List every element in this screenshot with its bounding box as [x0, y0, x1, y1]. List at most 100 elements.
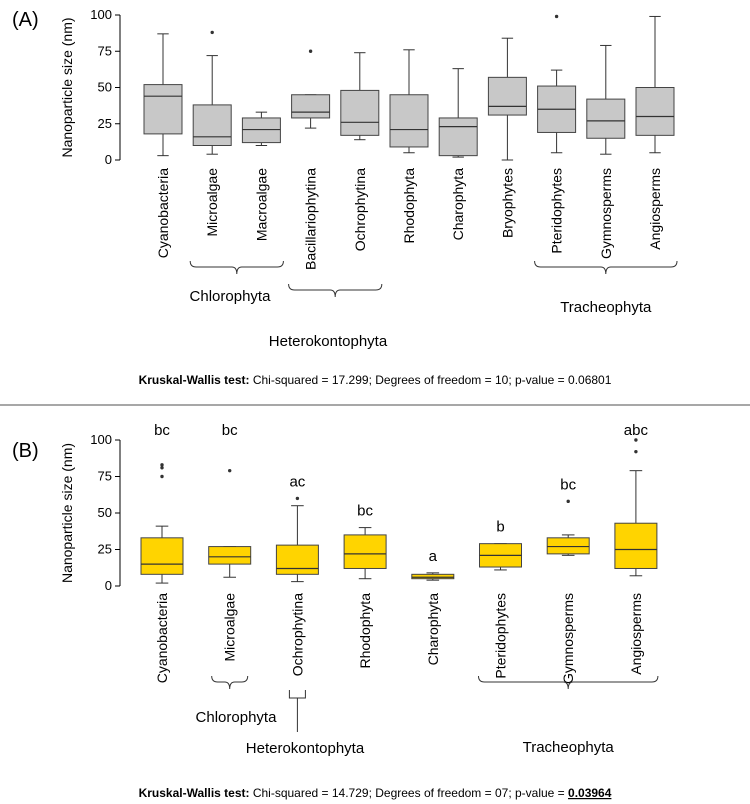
panel-a: (A) 0 25 50 75 100 Nanoparticle size (nm) Cyano… [12, 7, 678, 387]
box-ochrophytina [275, 496, 319, 583]
significance-letter: abc [624, 422, 649, 439]
box-macroalgae [241, 111, 281, 146]
group-heterokontophyta: Heterokontophyta [269, 283, 388, 350]
box-angiosperms [635, 15, 675, 154]
group-chlorophyta: Chlorophyta [196, 675, 278, 726]
category-label: Angiosperms [647, 168, 663, 250]
panel-label: (B) [12, 440, 39, 462]
group-label: Chlorophyta [190, 288, 272, 305]
category-label: Ochrophytina [289, 593, 305, 676]
box-iqr [438, 117, 478, 157]
category-label: Cyanobacteria [155, 168, 171, 258]
box-iqr [143, 84, 183, 135]
category-label: Pteridophytes [493, 593, 509, 679]
category-label: Gymnosperms [560, 593, 576, 684]
significance-letter: b [496, 519, 504, 536]
box-pteridophytes [537, 14, 577, 154]
significance-letter: bc [154, 422, 170, 439]
box-gymnosperms [546, 499, 590, 556]
kruskal-wallis-note: Kruskal-Wallis test: Chi-squared = 17.29… [139, 373, 612, 387]
y-tick-label: 25 [98, 542, 112, 557]
box-iqr [614, 522, 658, 569]
box-iqr [291, 94, 331, 119]
panel-b: (B) 0 25 50 75 100 Nanoparticle size (nm) Cyano… [12, 422, 659, 800]
category-label: Ochrophytina [352, 168, 368, 251]
box-cyanobacteria [140, 463, 184, 584]
significance-letter: a [429, 548, 438, 565]
box-iqr [389, 94, 429, 148]
group-label: Heterokontophyta [269, 333, 388, 350]
group-bracket [189, 260, 284, 275]
outlier-point [308, 49, 313, 53]
group-label: Chlorophyta [196, 709, 278, 726]
outlier-point [210, 30, 214, 35]
group-label: Heterokontophyta [246, 740, 365, 757]
group-bracket [211, 675, 249, 690]
box-iqr [208, 546, 252, 565]
category-label: Charophyta [450, 168, 466, 241]
box-iqr [192, 104, 232, 146]
box-angiosperms [614, 438, 658, 577]
outlier-point [160, 463, 164, 467]
y-axis-label: Nanoparticle size (nm) [59, 443, 75, 583]
box-bacillariophytina [291, 49, 331, 129]
box-iqr [546, 537, 590, 555]
box-charophyta [438, 68, 478, 158]
outlier-point [295, 496, 300, 501]
box-iqr [241, 117, 281, 144]
box-iqr [586, 98, 626, 139]
box-iqr [343, 534, 387, 569]
category-label: Pteridophytes [549, 168, 565, 254]
test-text: Chi-squared = 17.299; Degrees of freedom… [250, 373, 612, 387]
category-label: Rhodophyta [401, 168, 417, 244]
box-ochrophytina [340, 52, 380, 141]
box-gymnosperms [586, 44, 626, 155]
group-bracket [478, 675, 659, 690]
panel-label: (A) [12, 9, 39, 31]
outlier-point [634, 438, 638, 442]
outlier-point [554, 14, 559, 19]
category-label: Bryophytes [499, 168, 515, 238]
significance-letter: bc [560, 476, 576, 493]
y-tick-label: 50 [98, 80, 112, 95]
box-iqr [140, 537, 184, 575]
outlier-point [566, 499, 570, 504]
group-bracket [288, 283, 383, 298]
y-tick-label: 0 [105, 578, 112, 593]
group-label: Tracheophyta [560, 299, 652, 316]
box-rhodophyta [389, 49, 429, 154]
test-label: Kruskal-Wallis test: [139, 786, 250, 800]
box-cyanobacteria [143, 33, 183, 157]
category-label: Gymnosperms [598, 168, 614, 259]
category-label: Angiosperms [628, 593, 644, 675]
test-text: Chi-squared = 14.729; Degrees of freedom… [250, 786, 569, 800]
test-label: Kruskal-Wallis test: [139, 373, 250, 387]
test-pvalue: 0.03964 [568, 786, 612, 800]
y-tick-label: 100 [90, 432, 112, 447]
group-tracheophyta: Tracheophyta [478, 675, 659, 756]
box-rhodophyta [343, 527, 387, 580]
box-iqr [411, 573, 455, 580]
y-tick-label: 50 [98, 505, 112, 520]
group-chlorophyta: Chlorophyta [189, 260, 284, 305]
box-iqr [487, 76, 527, 116]
category-label: Charophyta [425, 593, 441, 666]
y-tick-label: 100 [90, 7, 112, 22]
y-tick-label: 75 [98, 43, 112, 58]
box-microalgae [192, 30, 232, 155]
box-charophyta [411, 572, 455, 581]
box-iqr [635, 87, 675, 136]
y-tick-label: 25 [98, 116, 112, 131]
box-iqr [275, 544, 319, 575]
category-label: Bacillariophytina [303, 168, 319, 270]
group-label: Tracheophyta [523, 739, 615, 756]
category-label: Microalgae [204, 168, 220, 237]
significance-letter: bc [222, 422, 238, 439]
outlier-point [160, 474, 164, 479]
significance-letter: bc [357, 503, 373, 520]
category-label: Macroalgae [253, 168, 269, 241]
group-bracket [288, 690, 306, 732]
box-bryophytes [487, 37, 527, 161]
category-label: Microalgae [222, 593, 238, 662]
